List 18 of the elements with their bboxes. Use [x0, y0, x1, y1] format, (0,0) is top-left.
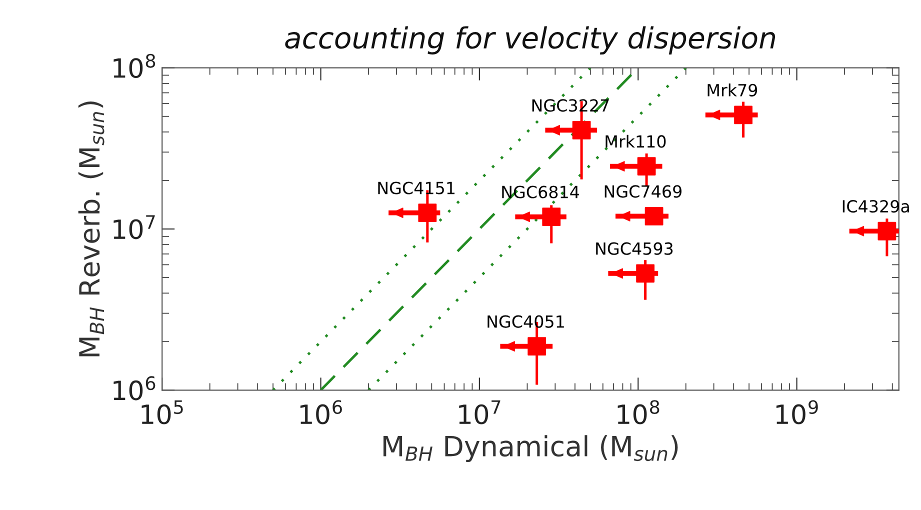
annotation: Mrk79	[708, 84, 758, 96]
x-tick-label: 10$^{8}$	[618, 400, 660, 424]
x-axis-title: M$_{BH}$ Dynamical (M$_{sun}$)	[384, 435, 678, 462]
chart-title: accounting for velocity dispersion	[285, 26, 776, 54]
annotation: NGC4151	[378, 182, 454, 194]
x-tick-label: 10$^{5}$	[142, 400, 183, 424]
annotation: Mrk110	[606, 134, 666, 148]
annotation: NGC4051	[488, 315, 564, 328]
y-tick-label: 10$^{6}$	[114, 376, 156, 400]
x-tick-label: 10$^{7}$	[459, 400, 500, 424]
y-tick-label: 10$^{8}$	[114, 54, 156, 78]
annotation: NGC4593	[596, 242, 673, 255]
annotation: NGC6814	[502, 186, 580, 198]
x-tick-label: 10$^{6}$	[300, 400, 342, 424]
x-tick-label: 10$^{9}$	[776, 400, 818, 424]
annotation: NGC7469	[604, 185, 682, 198]
y-axis-title: M$_{BH}$ Reverb. (M$_{sun}$)	[78, 102, 104, 356]
y-tick-label: 10$^{7}$	[114, 215, 155, 240]
